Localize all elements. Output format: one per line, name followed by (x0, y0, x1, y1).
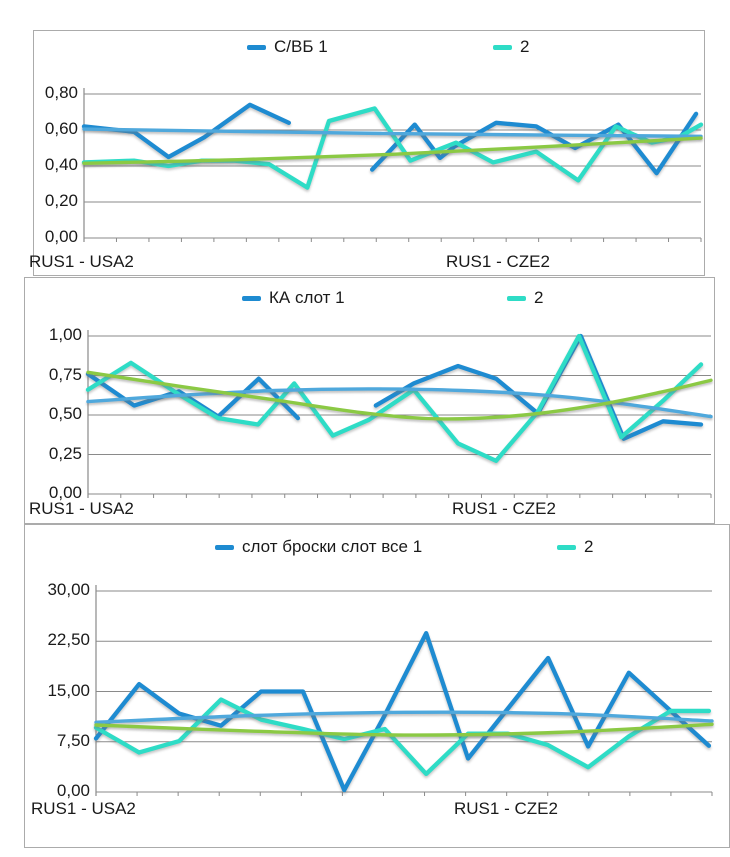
legend-label-series2: 2 (534, 288, 544, 307)
y-tick-label: 0,75 (48, 364, 82, 384)
x-axis-label-right: RUS1 - CZE2 (452, 499, 556, 518)
x-axis-label-left: RUS1 - USA2 (29, 499, 134, 518)
series2-line-swatch-icon (557, 544, 576, 550)
series-line-trend-of-1 (82, 127, 703, 138)
series-line-trend-of-1 (94, 710, 714, 725)
series-line-trend-of-1 (86, 387, 713, 419)
legend-item-series1: С/ВБ 1 (247, 36, 328, 58)
series-line-data (93, 697, 712, 777)
series-line-data (373, 333, 704, 441)
series1-line-swatch-icon (215, 544, 234, 550)
y-tick-label: 0,50 (48, 404, 82, 423)
series1-line-swatch-icon (247, 44, 266, 50)
x-axis-label-right: RUS1 - CZE2 (454, 799, 558, 818)
y-tick-label: 0,25 (48, 443, 82, 463)
y-tick-label: 30,00 (47, 580, 90, 599)
chart-ka-slot-tile: КА слот 1 2 RUS1 - USA2 RUS1 - CZE2 0,00… (24, 277, 715, 524)
series-line-data (85, 333, 704, 463)
series1-line-swatch-icon (242, 295, 261, 301)
plot-area-svg (93, 585, 714, 796)
series2-line-swatch-icon (507, 295, 526, 301)
y-tick-label: 0,60 (44, 119, 78, 138)
series-line-trend-of-2 (82, 136, 703, 165)
series-line-trend-of-2 (86, 370, 713, 421)
legend-item-series1: КА слот 1 (242, 287, 345, 309)
chart-slot-broski-tile: слот броски слот все 1 2 RUS1 - USA2 RUS… (24, 524, 730, 848)
series-line-trend-of-2 (94, 722, 714, 737)
y-tick-label: 0,40 (44, 155, 78, 174)
y-tick-label: 0,00 (56, 781, 90, 800)
y-tick-label: 22,50 (47, 630, 90, 650)
legend-label-series1: С/ВБ 1 (274, 37, 328, 56)
legend-label-series1: слот броски слот все 1 (242, 537, 423, 556)
x-axis-label-left: RUS1 - USA2 (31, 799, 136, 818)
x-axis-label-left: RUS1 - USA2 (29, 252, 134, 271)
y-tick-label: 0,00 (44, 227, 78, 246)
y-tick-label: 0,80 (44, 83, 78, 102)
y-tick-label: 1,00 (48, 325, 82, 344)
plot-area-svg (85, 330, 713, 498)
y-tick-label: 15,00 (47, 680, 90, 700)
series2-line-swatch-icon (493, 44, 512, 50)
y-tick-label: 0,00 (48, 483, 82, 502)
x-axis-label-right: RUS1 - CZE2 (446, 252, 550, 271)
chart-svb-tile: С/ВБ 1 2 RUS1 - USA2 RUS1 - CZE2 0,00 0,2… (29, 30, 705, 276)
legend-label-series1: КА слот 1 (269, 288, 345, 307)
legend-label-series2: 2 (520, 37, 530, 56)
legend-item-series2: 2 (507, 287, 543, 309)
series-line-data (369, 111, 699, 176)
legend-item-series2: 2 (557, 536, 593, 558)
y-tick-label: 0,20 (44, 191, 78, 210)
plot-area-svg (81, 88, 704, 242)
legend-label-series2: 2 (584, 537, 594, 556)
y-tick-label: 7,50 (56, 730, 90, 750)
legend-item-series2: 2 (493, 36, 529, 58)
legend-item-series1: слот броски слот все 1 (215, 536, 422, 558)
